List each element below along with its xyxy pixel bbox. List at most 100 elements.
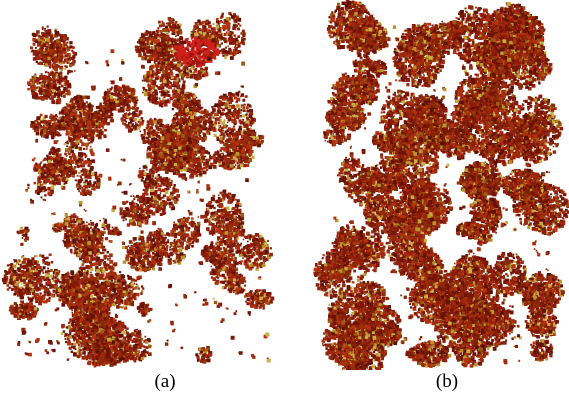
texture-speck	[183, 223, 185, 225]
texture-speck	[103, 338, 105, 340]
texture-speck	[47, 179, 50, 182]
texture-speck	[99, 236, 101, 238]
texture-speck	[69, 41, 72, 44]
texture-speck	[169, 195, 172, 198]
texture-speck	[244, 255, 247, 258]
texture-speck	[82, 221, 85, 224]
texture-speck	[90, 246, 92, 248]
texture-speck	[185, 134, 188, 137]
texture-speck	[172, 228, 175, 231]
texture-speck	[162, 240, 165, 243]
texture-speck	[108, 330, 111, 333]
texture-speck	[121, 323, 123, 325]
texture-speck	[104, 228, 106, 230]
texture-speck	[190, 120, 192, 122]
texture-speck	[211, 197, 215, 201]
texture-speck	[69, 45, 72, 48]
texture-speck	[197, 127, 200, 130]
texture-speck	[250, 263, 253, 266]
texture-speck	[76, 184, 78, 186]
texture-speck	[93, 236, 95, 238]
texture-speck	[184, 105, 187, 108]
texture-speck	[183, 122, 185, 124]
texture-speck	[166, 177, 169, 180]
texture-speck	[243, 246, 245, 248]
texture-speck	[253, 266, 255, 268]
texture-speck	[78, 228, 80, 230]
texture-speck	[137, 115, 139, 117]
texture-speck	[35, 164, 37, 166]
texture-speck	[80, 192, 83, 195]
texture-speck	[68, 48, 71, 51]
texture-speck	[121, 119, 124, 122]
texture-speck	[255, 244, 257, 246]
texture-speck	[181, 134, 185, 138]
texture-speck	[103, 278, 106, 281]
texture-speck	[200, 116, 203, 119]
texture-speck	[81, 189, 84, 192]
texture-speck	[168, 17, 171, 20]
texture-speck	[94, 172, 97, 175]
texture-speck	[169, 29, 171, 31]
texture-speck	[188, 237, 191, 240]
texture-speck	[112, 336, 114, 338]
texture-speck	[79, 114, 81, 116]
texture-speck	[183, 126, 185, 128]
texture-speck	[96, 269, 100, 273]
texture-speck	[241, 149, 245, 153]
texture-speck	[73, 236, 75, 238]
texture-speck	[245, 261, 247, 263]
texture-speck	[185, 218, 189, 222]
texture-speck	[243, 154, 245, 156]
texture-speck	[180, 120, 183, 123]
texture-speck	[270, 247, 272, 249]
texture-speck	[97, 253, 99, 255]
texture-speck	[176, 194, 180, 198]
texture-speck	[43, 159, 45, 161]
texture-speck	[236, 152, 240, 156]
texture-speck	[188, 227, 190, 229]
texture-speck	[227, 153, 230, 156]
texture-speck	[128, 292, 131, 295]
texture-speck	[156, 210, 158, 212]
texture-speck	[41, 197, 43, 199]
texture-speck	[235, 164, 237, 166]
texture-speck	[167, 199, 169, 201]
texture-speck	[211, 241, 214, 244]
texture-speck	[167, 233, 170, 236]
texture-speck	[93, 188, 96, 191]
texture-speck	[175, 226, 177, 228]
texture-speck	[62, 165, 65, 168]
texture-speck	[90, 268, 93, 271]
texture-speck	[89, 192, 92, 195]
texture-speck	[159, 24, 162, 27]
texture-speck	[149, 232, 153, 236]
texture-speck	[176, 124, 178, 126]
texture-speck	[83, 185, 85, 187]
texture-speck	[262, 245, 266, 249]
texture-speck	[249, 145, 252, 148]
texture-speck	[172, 32, 175, 35]
texture-speck	[71, 169, 73, 171]
texture-speck	[228, 193, 231, 196]
texture-speck	[214, 160, 217, 163]
texture-speck	[114, 275, 117, 278]
texture-speck	[240, 243, 242, 245]
texture-speck	[168, 178, 170, 180]
texture-speck	[217, 150, 219, 152]
texture-speck	[96, 263, 99, 266]
texture-speck	[125, 328, 127, 330]
texture-speck	[119, 334, 123, 338]
texture-speck	[185, 247, 188, 250]
texture-speck	[133, 237, 137, 241]
texture-speck	[217, 205, 219, 207]
texture-speck	[82, 267, 85, 270]
texture-speck	[90, 245, 92, 247]
texture-speck	[106, 225, 108, 227]
texture-speck	[232, 160, 236, 164]
texture-speck	[74, 229, 77, 232]
texture-speck	[59, 281, 62, 284]
texture-speck	[172, 188, 175, 191]
texture-speck	[137, 126, 140, 129]
texture-speck	[220, 192, 223, 195]
